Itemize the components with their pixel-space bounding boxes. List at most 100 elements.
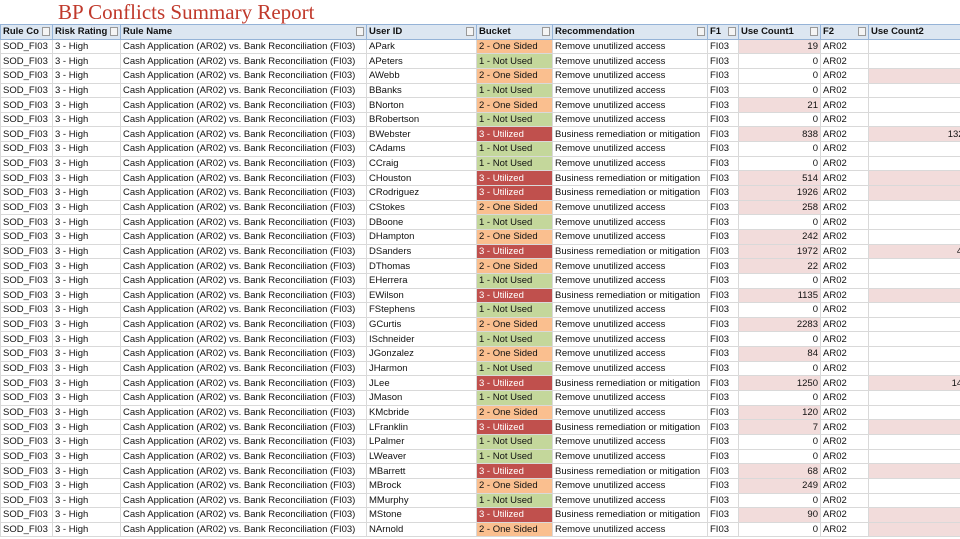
table-cell: 3 - High bbox=[52, 463, 121, 479]
table-row: SOD_FI03 3 - High Cash Application (AR02) … bbox=[0, 477, 960, 494]
table-cell: NArnold bbox=[366, 521, 477, 538]
column-header-text: Use Count1 bbox=[741, 26, 794, 38]
table-cell: FI03 bbox=[707, 302, 739, 318]
table-cell: Cash Application (AR02) vs. Bank Reconci… bbox=[120, 126, 367, 143]
table-row: SOD_FI03 3 - High Cash Application (AR02) … bbox=[0, 433, 960, 450]
table-cell: Business remediation or mitigation bbox=[552, 243, 708, 260]
table-cell: 2 - One Sided bbox=[476, 199, 553, 216]
table-cell: 3 - High bbox=[52, 390, 121, 406]
table-cell: Remove unutilized access bbox=[552, 390, 708, 406]
table-cell: JGonzalez bbox=[366, 346, 477, 362]
table-row: SOD_FI03 3 - High Cash Application (AR02) … bbox=[0, 82, 960, 99]
filter-dropdown[interactable] bbox=[466, 27, 474, 36]
table-cell: Cash Application (AR02) vs. Bank Reconci… bbox=[120, 199, 367, 216]
table-cell: 0 bbox=[738, 448, 821, 465]
table-cell: 0 bbox=[738, 155, 821, 172]
filter-dropdown[interactable] bbox=[858, 27, 866, 36]
table-cell: SOD_FI03 bbox=[0, 214, 53, 230]
table-cell: LFranklin bbox=[366, 419, 477, 435]
table-cell: 68 bbox=[738, 463, 821, 479]
table-cell: SOD_FI03 bbox=[0, 463, 53, 479]
table-cell: Remove unutilized access bbox=[552, 214, 708, 230]
table-cell: DThomas bbox=[366, 258, 477, 274]
table-cell: Cash Application (AR02) vs. Bank Reconci… bbox=[120, 67, 367, 84]
table-cell: JMason bbox=[366, 390, 477, 406]
table-cell: 21 bbox=[738, 97, 821, 113]
table-cell: 1 - Not Used bbox=[476, 331, 553, 348]
table-cell: GCurtis bbox=[366, 316, 477, 333]
table-cell: Business remediation or mitigation bbox=[552, 170, 708, 187]
table-cell: Cash Application (AR02) vs. Bank Reconci… bbox=[120, 507, 367, 523]
table-cell: 3 - High bbox=[52, 316, 121, 333]
filter-dropdown[interactable] bbox=[728, 27, 736, 36]
table-row: SOD_FI03 3 - High Cash Application (AR02) … bbox=[0, 199, 960, 216]
table-cell: FI03 bbox=[707, 272, 739, 289]
table-cell: 3 - High bbox=[52, 67, 121, 84]
table-cell: 957 bbox=[868, 185, 960, 201]
table-cell: 2 - One Sided bbox=[476, 346, 553, 362]
table-cell: Cash Application (AR02) vs. Bank Reconci… bbox=[120, 243, 367, 260]
table-cell: SOD_FI03 bbox=[0, 111, 53, 128]
filter-dropdown[interactable] bbox=[697, 27, 705, 36]
table-cell: Cash Application (AR02) vs. Bank Reconci… bbox=[120, 82, 367, 99]
table-cell: Cash Application (AR02) vs. Bank Reconci… bbox=[120, 433, 367, 450]
table-cell: 3 - Utilized bbox=[476, 243, 553, 260]
table-cell: 3 - High bbox=[52, 360, 121, 377]
table-cell: Business remediation or mitigation bbox=[552, 185, 708, 201]
table-cell: AR02 bbox=[820, 97, 869, 113]
table-cell: 14656 bbox=[868, 375, 960, 392]
table-cell: Remove unutilized access bbox=[552, 155, 708, 172]
table-cell: SOD_FI03 bbox=[0, 185, 53, 201]
table-cell: 0 bbox=[868, 316, 960, 333]
table-cell: Remove unutilized access bbox=[552, 82, 708, 99]
table-cell: Remove unutilized access bbox=[552, 477, 708, 494]
filter-dropdown[interactable] bbox=[356, 27, 364, 36]
table-cell: FI03 bbox=[707, 82, 739, 99]
filter-dropdown[interactable] bbox=[542, 27, 550, 36]
table-cell: FI03 bbox=[707, 419, 739, 435]
table-cell: 1 - Not Used bbox=[476, 448, 553, 465]
table-cell: 0 bbox=[738, 141, 821, 157]
table-cell: AR02 bbox=[820, 170, 869, 187]
table-cell: SOD_FI03 bbox=[0, 477, 53, 494]
column-header-text: F2 bbox=[823, 26, 835, 38]
table-cell: FI03 bbox=[707, 111, 739, 128]
table-cell: 22 bbox=[738, 258, 821, 274]
table-row: SOD_FI03 3 - High Cash Application (AR02) … bbox=[0, 38, 960, 55]
table-cell: 1 - Not Used bbox=[476, 302, 553, 318]
table-cell: Cash Application (AR02) vs. Bank Reconci… bbox=[120, 521, 367, 538]
table-cell: AR02 bbox=[820, 141, 869, 157]
table-cell: Cash Application (AR02) vs. Bank Reconci… bbox=[120, 97, 367, 113]
table-row: SOD_FI03 3 - High Cash Application (AR02) … bbox=[0, 492, 960, 509]
table-cell: 0 bbox=[868, 492, 960, 509]
table-cell: AR02 bbox=[820, 258, 869, 274]
filter-dropdown[interactable] bbox=[42, 27, 50, 36]
table-cell: Cash Application (AR02) vs. Bank Reconci… bbox=[120, 360, 367, 377]
table-cell: FI03 bbox=[707, 463, 739, 479]
table-row: SOD_FI03 3 - High Cash Application (AR02) … bbox=[0, 287, 960, 304]
table-cell: Cash Application (AR02) vs. Bank Reconci… bbox=[120, 287, 367, 304]
table-cell: FI03 bbox=[707, 258, 739, 274]
table-cell: 2 - One Sided bbox=[476, 258, 553, 274]
table-cell: FStephens bbox=[366, 302, 477, 318]
table-cell: 0 bbox=[738, 67, 821, 84]
table-cell: 3 - High bbox=[52, 82, 121, 99]
table-cell: FI03 bbox=[707, 346, 739, 362]
table-cell: AR02 bbox=[820, 199, 869, 216]
table-cell: Remove unutilized access bbox=[552, 433, 708, 450]
table-cell: Cash Application (AR02) vs. Bank Reconci… bbox=[120, 463, 367, 479]
table-cell: 249 bbox=[738, 477, 821, 494]
table-cell: 7 bbox=[738, 419, 821, 435]
conflicts-table: Rule Co Risk Rating Rule Name User ID Bucket… bbox=[0, 24, 960, 538]
filter-dropdown[interactable] bbox=[810, 27, 818, 36]
table-cell: EWilson bbox=[366, 287, 477, 304]
table-cell: SOD_FI03 bbox=[0, 390, 53, 406]
table-cell: Remove unutilized access bbox=[552, 38, 708, 55]
table-cell: AR02 bbox=[820, 155, 869, 172]
table-cell: SOD_FI03 bbox=[0, 316, 53, 333]
column-header-text: Bucket bbox=[479, 26, 511, 38]
filter-dropdown[interactable] bbox=[110, 27, 118, 36]
table-cell: Cash Application (AR02) vs. Bank Reconci… bbox=[120, 214, 367, 230]
table-cell: BWebster bbox=[366, 126, 477, 143]
table-cell: AR02 bbox=[820, 228, 869, 245]
